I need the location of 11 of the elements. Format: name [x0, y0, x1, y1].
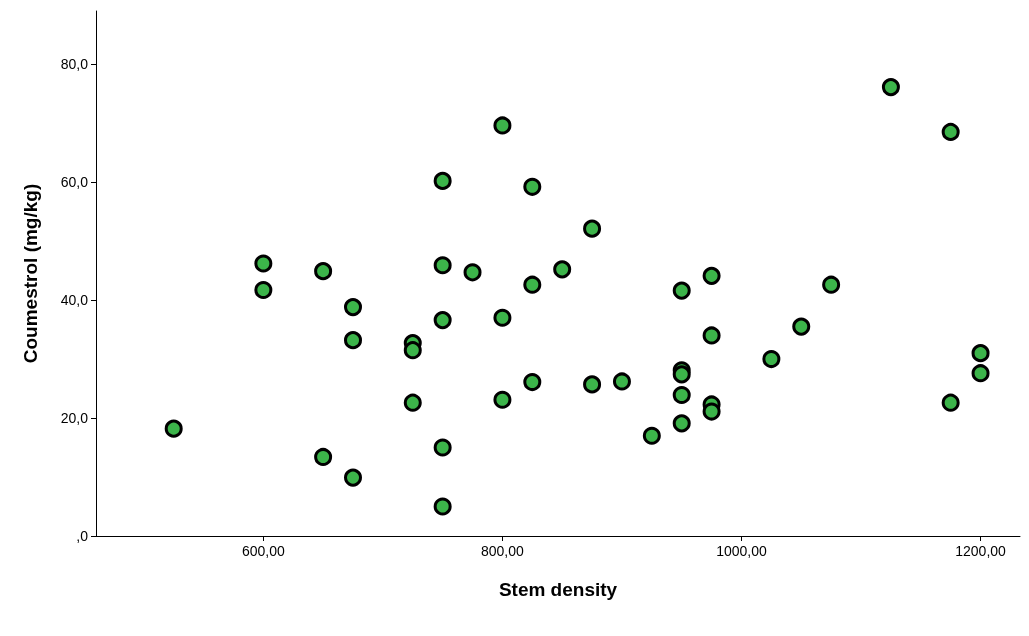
x-axis-title: Stem density: [498, 579, 618, 600]
x-tick-label: 1200,00: [955, 543, 1007, 559]
x-tick-label: 1000,00: [716, 543, 767, 559]
y-tick-label: 20,0: [60, 410, 89, 427]
x-tick-label: 800,00: [481, 543, 525, 559]
y-tick-label: ,0: [76, 528, 89, 544]
y-axis-title: Coumestrol (mg/kg): [20, 183, 41, 364]
y-tick-label: 60,0: [60, 174, 89, 191]
x-tick-label: 600,00: [241, 543, 285, 559]
y-tick-label: 40,0: [60, 292, 89, 309]
y-tick-label: 80,0: [60, 56, 89, 73]
